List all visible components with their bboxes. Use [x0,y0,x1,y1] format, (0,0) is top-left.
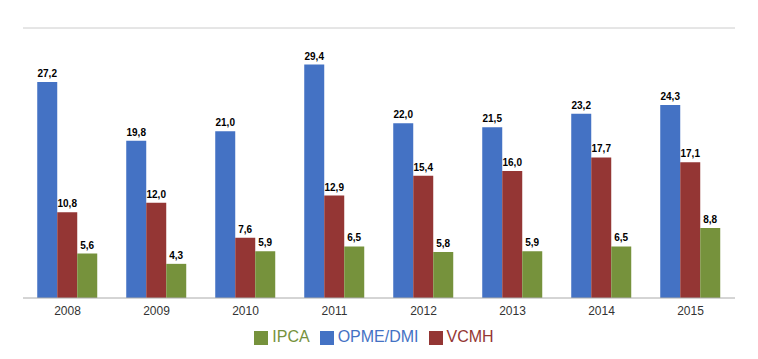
svg-text:6,5: 6,5 [347,232,361,243]
svg-text:2008: 2008 [54,304,81,318]
svg-text:19,8: 19,8 [127,127,147,138]
svg-text:5,9: 5,9 [258,237,272,248]
svg-text:21,5: 21,5 [483,113,503,124]
svg-text:2009: 2009 [143,304,170,318]
svg-text:2011: 2011 [322,304,348,318]
svg-text:23,2: 23,2 [572,100,592,111]
svg-text:29,4: 29,4 [305,51,325,62]
svg-text:5,9: 5,9 [525,237,539,248]
svg-text:17,7: 17,7 [592,143,612,154]
svg-text:2013: 2013 [499,304,526,318]
svg-text:2010: 2010 [232,304,259,318]
svg-text:15,4: 15,4 [414,162,434,173]
html-text:IPCA: IPCA [272,328,310,345]
svg-text:8,8: 8,8 [703,214,717,225]
svg-text:12,9: 12,9 [325,182,345,193]
svg-text:27,2: 27,2 [38,68,58,79]
svg-text:10,8: 10,8 [58,198,78,209]
svg-text:17,1: 17,1 [681,148,701,159]
svg-text:2015: 2015 [677,304,704,318]
svg-text:7,6: 7,6 [238,224,252,235]
svg-text:5,8: 5,8 [436,238,450,249]
svg-text:6,5: 6,5 [614,232,628,243]
svg-text:4,3: 4,3 [169,250,183,261]
svg-text:16,0: 16,0 [503,157,523,168]
html-text:VCMH: VCMH [446,328,494,345]
svg-text:2012: 2012 [410,304,437,318]
html-text:OPME/DMI: OPME/DMI [337,328,419,345]
svg-text:21,0: 21,0 [216,117,236,128]
svg-text:5,6: 5,6 [80,240,94,251]
svg-text:2014: 2014 [588,304,615,318]
svg-text:24,3: 24,3 [661,91,681,102]
svg-text:22,0: 22,0 [394,109,414,120]
svg-text:12,0: 12,0 [147,189,167,200]
